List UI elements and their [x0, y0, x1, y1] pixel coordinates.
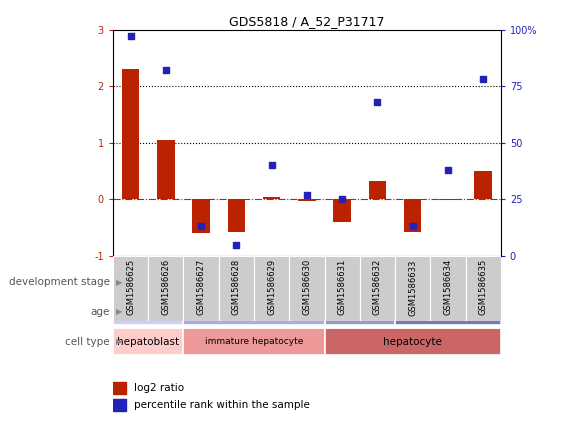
Bar	[324, 328, 501, 355]
Point	[373, 99, 382, 105]
Text: ▶: ▶	[116, 278, 122, 287]
Bar	[395, 256, 430, 321]
Text: GSM1586625: GSM1586625	[126, 259, 135, 315]
Bar	[113, 328, 184, 355]
Point	[126, 33, 135, 40]
Text: GSM1586628: GSM1586628	[232, 259, 241, 316]
Bar	[263, 197, 280, 199]
Bar	[298, 199, 316, 201]
Text: GSM1586626: GSM1586626	[162, 259, 170, 316]
Text: postnatal: postnatal	[388, 277, 437, 287]
Text: ▶: ▶	[116, 308, 122, 316]
Text: P56: P56	[438, 307, 457, 317]
Title: GDS5818 / A_52_P31717: GDS5818 / A_52_P31717	[229, 16, 384, 28]
Text: P5: P5	[353, 307, 366, 317]
Bar	[184, 256, 219, 321]
Point	[196, 223, 206, 230]
Bar	[395, 299, 501, 325]
Text: immature hepatocyte: immature hepatocyte	[205, 337, 303, 346]
Bar	[113, 269, 324, 296]
Text: GSM1586630: GSM1586630	[302, 259, 312, 316]
Point	[408, 223, 417, 230]
Text: GSM1586627: GSM1586627	[197, 259, 206, 316]
Bar	[430, 256, 466, 321]
Text: cell type: cell type	[65, 337, 110, 346]
Text: GSM1586631: GSM1586631	[338, 259, 347, 316]
Bar	[324, 269, 501, 296]
Point	[161, 67, 170, 74]
Point	[338, 196, 347, 203]
Bar	[474, 171, 492, 199]
Bar	[324, 299, 395, 325]
Bar	[113, 256, 148, 321]
Bar	[324, 256, 360, 321]
Text: GSM1586634: GSM1586634	[444, 259, 452, 316]
Text: E14: E14	[138, 307, 158, 317]
Bar	[290, 256, 324, 321]
Bar	[148, 256, 184, 321]
Text: GSM1586633: GSM1586633	[408, 259, 417, 316]
Text: percentile rank within the sample: percentile rank within the sample	[134, 400, 310, 410]
Point	[479, 76, 488, 83]
Text: ▶: ▶	[116, 337, 122, 346]
Point	[302, 192, 312, 198]
Bar	[113, 399, 126, 411]
Text: age: age	[91, 307, 110, 317]
Bar	[404, 199, 422, 232]
Text: development stage: development stage	[9, 277, 110, 287]
Bar	[219, 256, 254, 321]
Bar	[192, 199, 210, 233]
Bar	[466, 256, 501, 321]
Point	[232, 241, 241, 248]
Text: GSM1586629: GSM1586629	[267, 259, 276, 315]
Bar	[184, 328, 324, 355]
Text: E18: E18	[244, 307, 264, 317]
Bar	[113, 382, 126, 394]
Text: GSM1586635: GSM1586635	[479, 259, 488, 316]
Bar	[157, 140, 175, 199]
Bar	[113, 299, 184, 325]
Bar	[439, 199, 457, 201]
Bar	[254, 256, 290, 321]
Bar	[122, 69, 140, 199]
Text: GSM1586632: GSM1586632	[373, 259, 382, 316]
Bar	[369, 181, 386, 199]
Bar	[228, 199, 245, 232]
Point	[267, 162, 276, 169]
Text: hepatocyte: hepatocyte	[383, 337, 442, 346]
Bar	[360, 256, 395, 321]
Bar	[184, 299, 324, 325]
Text: log2 ratio: log2 ratio	[134, 383, 184, 393]
Point	[444, 167, 453, 173]
Text: embryonic: embryonic	[191, 277, 247, 287]
Text: hepatoblast: hepatoblast	[117, 337, 179, 346]
Bar	[334, 199, 351, 222]
